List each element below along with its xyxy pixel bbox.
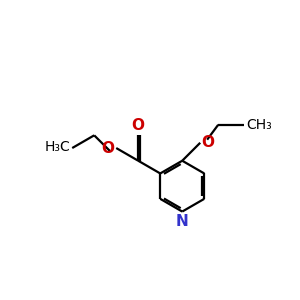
Text: H₃C: H₃C — [44, 140, 70, 154]
Text: O: O — [202, 135, 215, 150]
Text: N: N — [176, 214, 189, 229]
Text: O: O — [132, 118, 145, 133]
Text: O: O — [102, 140, 115, 155]
Text: CH₃: CH₃ — [246, 118, 272, 132]
